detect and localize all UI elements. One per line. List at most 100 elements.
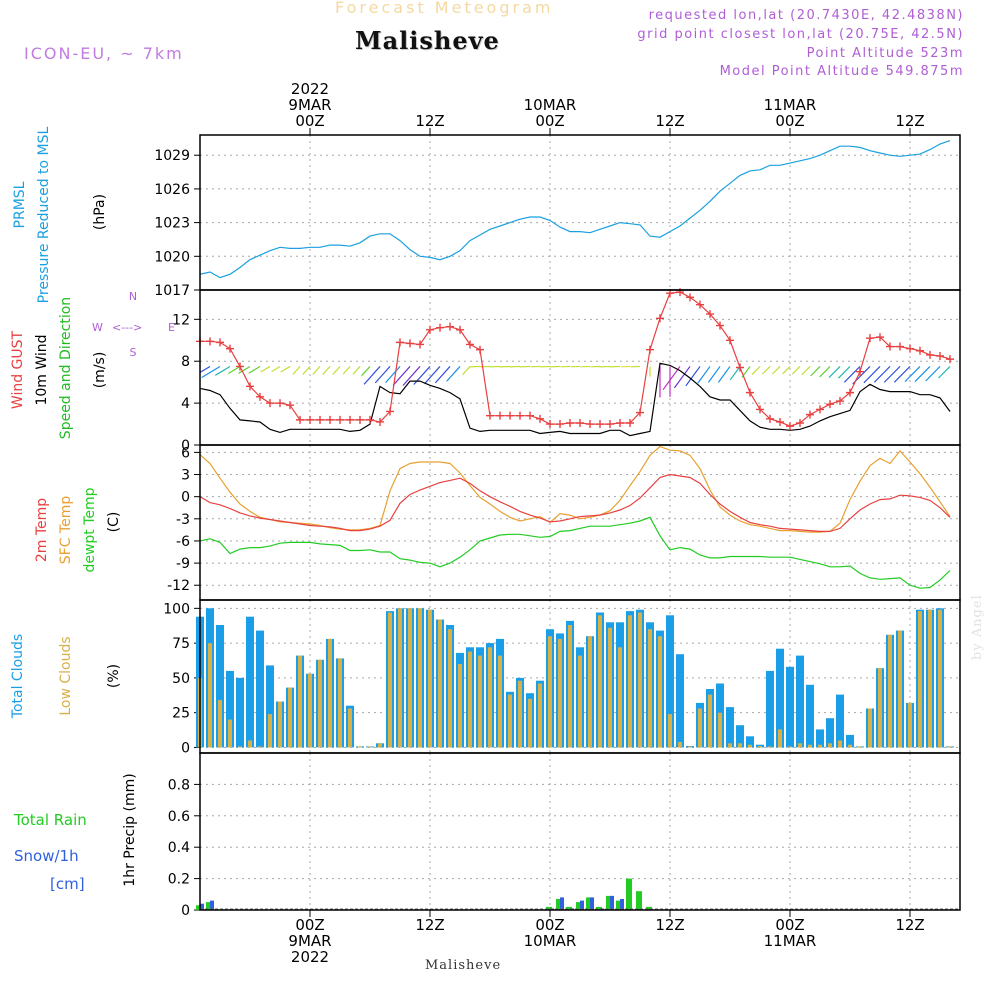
wind-direction-arrow	[271, 365, 281, 373]
wind-direction-arrow	[782, 366, 791, 375]
wind-gust-point	[506, 411, 514, 420]
low-cloud-bar	[548, 636, 552, 748]
wind-direction-arrow	[361, 366, 371, 377]
wind-gust-point	[336, 415, 344, 424]
wind-direction-arrow	[697, 366, 711, 384]
time-label-bottom: 00Z	[775, 916, 804, 934]
wind-gust-point	[536, 414, 544, 423]
total-cloud-bar	[666, 615, 674, 748]
low-cloud-bar	[698, 708, 702, 748]
wind-gust-point	[276, 399, 284, 408]
total-cloud-bar	[726, 707, 734, 748]
wind-gust-point	[456, 325, 464, 334]
grid-point-coords: grid point closest lon,lat (20.75E, 42.5…	[637, 27, 964, 42]
wind-gust-point	[576, 419, 584, 428]
wind-gust-point	[436, 323, 444, 332]
time-label-bottom: 2022	[291, 948, 329, 966]
wind-gust-point	[876, 333, 884, 342]
time-label-bottom: 9MAR	[288, 932, 331, 950]
rain-bar	[546, 906, 552, 910]
wind-gust-point	[246, 382, 254, 391]
wind-direction-arrow	[446, 366, 461, 382]
wind-direction-arrow	[925, 366, 941, 382]
low-cloud-bar	[928, 609, 932, 748]
low-cloud-bar	[538, 683, 542, 748]
wind-gust-point	[616, 419, 624, 428]
low-cloud-bar	[208, 643, 212, 748]
wind-direction-arrow	[322, 366, 331, 375]
low-cloud-bar	[558, 638, 562, 748]
wind-gust-point	[776, 417, 784, 426]
low-cloud-bar	[278, 701, 282, 748]
wind-gust-point	[426, 325, 434, 334]
wind-speed-line	[200, 362, 951, 437]
time-label-top: 12Z	[895, 112, 924, 130]
low-cloud-bar	[818, 744, 822, 748]
y-tick-label: 8	[181, 354, 190, 370]
precip-axis-label: 1hr Precip (mm)	[122, 773, 138, 886]
low-cloud-bar	[858, 746, 862, 748]
low-cloud-bar	[938, 609, 942, 748]
wind-gust-point	[706, 310, 714, 319]
total-cloud-bar	[796, 655, 804, 748]
dewpt-axis-label: dewpt Temp	[82, 487, 98, 572]
wind-direction-arrow	[914, 366, 931, 383]
sfc-axis-label: SFC Temp	[58, 496, 74, 565]
low-cloud-bar	[348, 708, 352, 748]
snow-bar	[610, 895, 614, 910]
wind-gust-point	[886, 342, 894, 351]
wind-direction-arrow	[883, 366, 901, 383]
wind-gust-point	[826, 400, 834, 409]
wind-gust-point	[226, 344, 234, 353]
wind-gust-point	[256, 392, 264, 401]
total-cloud-bar	[806, 684, 814, 748]
time-label-bottom: 00Z	[295, 916, 324, 934]
low-cloud-bar	[358, 746, 362, 748]
rain-bar	[586, 897, 592, 910]
y-tick-label: 0.8	[168, 777, 190, 793]
wind-direction-arrow	[424, 366, 441, 385]
wind-gust-point	[266, 399, 274, 408]
low-cloud-bar	[718, 712, 722, 748]
low-cloud-bar	[268, 714, 272, 748]
wind-direction-arrow	[843, 366, 861, 383]
wind-direction-arrow	[938, 366, 951, 379]
wind-direction-arrow	[385, 366, 401, 383]
y-tick-label: -12	[167, 578, 190, 594]
rain-bar	[596, 906, 602, 910]
wind-gust-point	[366, 415, 374, 424]
low-cloud-bar	[488, 647, 492, 748]
low-cloud-bar	[628, 615, 632, 748]
wind-direction-arrow	[402, 366, 421, 386]
total-cloud-bar	[776, 648, 784, 748]
low-cloud-bar	[678, 741, 682, 748]
low-cloud-bar	[608, 627, 612, 748]
low-cloud-bar	[638, 612, 642, 748]
rain-bar	[206, 902, 212, 910]
wind-direction-arrow	[819, 366, 831, 378]
compass-n: N	[129, 290, 137, 303]
wind-direction-arrow	[292, 366, 301, 375]
low-cloud-bar	[848, 744, 852, 748]
low-cloud-bar	[798, 743, 802, 748]
low-cloud-bar	[738, 743, 742, 748]
compass-arrow: <--->	[112, 321, 142, 334]
y-tick-label: 0.2	[168, 872, 190, 888]
prmsl-long-axis-label: Pressure Reduced to MSL	[36, 126, 52, 303]
wind-direction-arrow	[434, 366, 451, 384]
wind-gust-point	[386, 407, 394, 416]
wind-gust-point	[416, 340, 424, 349]
low-cloud-bar	[688, 746, 692, 748]
low-cloud-bar	[328, 638, 332, 748]
prmsl-axis-label: PRMSL	[12, 181, 28, 228]
y-tick-label: 1020	[154, 249, 190, 265]
wind-direction-arrow	[863, 366, 881, 384]
wind-gust-point	[766, 414, 774, 423]
wind-gust-point	[356, 415, 364, 424]
wind-direction-arrow	[248, 365, 261, 374]
rain-bar	[576, 902, 582, 910]
low-cloud-bar	[748, 744, 752, 748]
wind-gust-point	[906, 344, 914, 353]
footer-location: Malisheve	[425, 958, 502, 973]
